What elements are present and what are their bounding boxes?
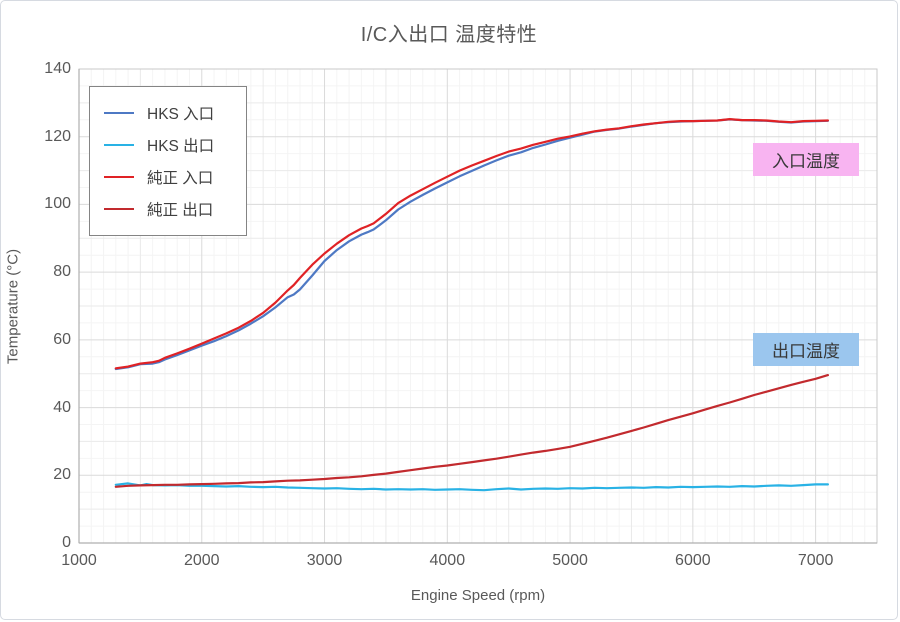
legend-item-hks-outlet: HKS 出口 <box>104 129 246 161</box>
y-tick-label: 120 <box>44 127 71 145</box>
x-tick-label: 5000 <box>552 552 588 569</box>
legend: HKS 入口 HKS 出口 純正 入口 純正 出口 <box>89 86 247 236</box>
hks-inlet-line-swatch <box>104 112 134 114</box>
x-tick-label: 4000 <box>429 552 466 569</box>
x-tick-label: 1000 <box>61 552 97 569</box>
legend-label: HKS 入口 <box>147 106 215 123</box>
y-tick-label: 60 <box>53 330 71 348</box>
x-tick-label: 2000 <box>183 552 220 569</box>
y-tick-label: 0 <box>62 534 71 551</box>
x-axis-title: Engine Speed (rpm) <box>410 587 546 604</box>
oem-outlet-line-swatch <box>104 208 134 210</box>
legend-item-hks-inlet: HKS 入口 <box>104 97 246 129</box>
hks-outlet-line-swatch <box>104 144 134 146</box>
series-純正 入口 <box>114 117 830 370</box>
x-tick-label: 3000 <box>306 552 343 569</box>
series-純正 出口 <box>114 374 830 488</box>
oem-inlet-line-swatch <box>104 176 134 178</box>
chart-title: I/C入出口 温度特性 <box>360 24 538 46</box>
y-axis-title: Temperature (°C) <box>4 248 22 365</box>
y-tick-label: 40 <box>53 398 71 416</box>
series-HKS 出口 <box>114 482 830 492</box>
y-tick-label: 80 <box>53 263 71 281</box>
legend-label: 純正 入口 <box>147 170 214 187</box>
x-tick-label: 6000 <box>675 552 711 569</box>
legend-item-oem-inlet: 純正 入口 <box>104 161 246 193</box>
legend-item-oem-outlet: 純正 出口 <box>104 193 246 225</box>
x-tick-label: 7000 <box>797 552 834 569</box>
outlet-temperature-callout: 出口温度 <box>753 333 859 366</box>
inlet-temperature-callout: 入口温度 <box>753 143 859 176</box>
y-tick-label: 140 <box>44 60 71 77</box>
y-tick-label: 20 <box>53 466 71 484</box>
legend-label: 純正 出口 <box>147 202 214 219</box>
legend-label: HKS 出口 <box>147 138 215 155</box>
y-tick-label: 100 <box>44 195 71 213</box>
